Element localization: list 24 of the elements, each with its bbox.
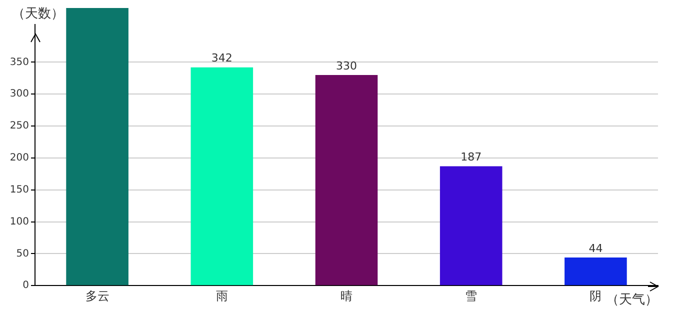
- bar: [440, 166, 502, 286]
- bar: [66, 8, 128, 286]
- bar: [564, 258, 627, 286]
- x-tick-label: 阴: [590, 288, 602, 303]
- data-label: 342: [211, 52, 232, 65]
- y-tick-label: 150: [10, 184, 29, 196]
- y-tick-label: 300: [10, 88, 29, 100]
- y-tick-label: 50: [16, 248, 29, 260]
- y-tick-label: 250: [10, 120, 29, 132]
- x-tick-label: 多云: [85, 288, 110, 303]
- data-label: 187: [460, 150, 482, 164]
- x-tick-label: 雪: [465, 288, 478, 303]
- y-tick-label: 200: [10, 152, 29, 164]
- x-tick-label: 晴: [340, 288, 352, 303]
- y-tick-label: 0: [22, 280, 29, 292]
- y-axis-title: （天数）: [12, 6, 64, 22]
- x-tick-label: 雨: [216, 288, 228, 303]
- bar: [190, 67, 254, 286]
- bar: [315, 75, 378, 286]
- data-label: 330: [336, 59, 357, 72]
- data-label: 44: [588, 242, 603, 255]
- x-axis-title: （天气）: [606, 292, 658, 308]
- y-tick-label: 100: [10, 216, 29, 228]
- y-tick-label: 350: [10, 56, 29, 68]
